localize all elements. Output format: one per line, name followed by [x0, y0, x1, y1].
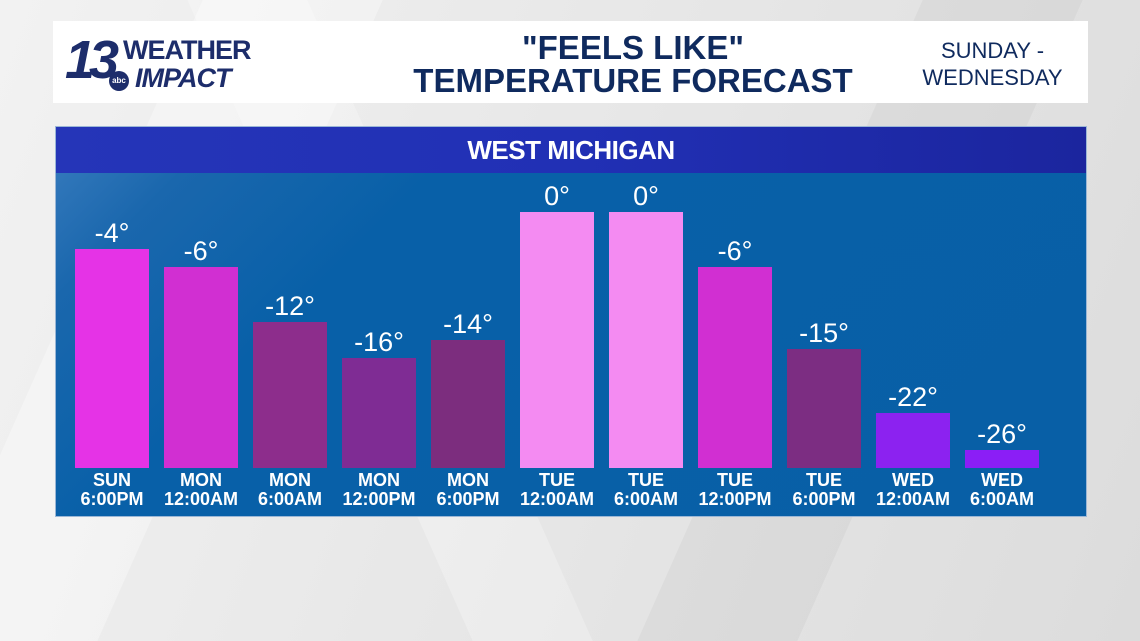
bar-6: [609, 212, 683, 468]
title-line-2: TEMPERATURE FORECAST: [413, 62, 853, 99]
abc-logo-icon: abc: [109, 71, 129, 91]
x-label-time: 12:00AM: [875, 489, 951, 509]
page-title: "FEELS LIKE" TEMPERATURE FORECAST: [353, 31, 913, 97]
station-logo: 13 abc WEATHER IMPACT: [65, 30, 295, 95]
logo-impact: IMPACT: [135, 63, 231, 93]
bar-3: [342, 358, 416, 468]
x-label-day: TUE: [806, 470, 842, 490]
bar-9: [876, 413, 950, 468]
bar-value-label: -6°: [183, 235, 219, 266]
x-label-time: 12:00AM: [519, 489, 595, 509]
x-label-time: 12:00PM: [698, 489, 772, 509]
bar-5: [520, 212, 594, 468]
bar-value-label: -12°: [265, 290, 315, 321]
x-axis-label: TUE 12:00AM: [507, 471, 607, 509]
x-axis-label: WED 6:00AM: [952, 471, 1052, 509]
region-title: WEST MICHIGAN: [56, 127, 1086, 173]
x-axis-label: MON 6:00AM: [240, 471, 340, 509]
x-axis-label: SUN 6:00PM: [62, 471, 162, 509]
x-label-day: SUN: [92, 470, 131, 490]
x-axis-label: TUE 6:00AM: [596, 471, 696, 509]
logo-weather: WEATHER: [123, 35, 251, 65]
x-axis-label: TUE 6:00PM: [774, 471, 874, 509]
bar-4: [431, 340, 505, 468]
x-label-day: WED: [892, 470, 934, 490]
logo-number: 13: [65, 30, 119, 90]
x-axis-label: MON 12:00AM: [151, 471, 251, 509]
x-label-time: 6:00AM: [257, 489, 323, 509]
x-label-day: MON: [447, 470, 489, 490]
x-label-day: MON: [269, 470, 311, 490]
x-label-time: 6:00PM: [80, 489, 144, 509]
x-label-day: TUE: [717, 470, 753, 490]
bar-1: [164, 266, 238, 468]
date-range-line-1: SUNDAY -: [940, 38, 1045, 63]
date-range-line-2: WEDNESDAY: [922, 65, 1063, 90]
bar-value-label: 0°: [544, 181, 570, 211]
bar-value-label: 0°: [633, 181, 659, 211]
header-banner: 13 abc WEATHER IMPACT "FEELS LIKE" TEMPE…: [53, 21, 1088, 103]
bar-value-label: -16°: [354, 327, 404, 358]
x-axis-label: MON 12:00PM: [329, 471, 429, 509]
x-label-time: 6:00PM: [436, 489, 500, 509]
x-label-day: MON: [180, 470, 222, 490]
x-label-time: 12:00AM: [163, 489, 239, 509]
bar-value-label: -14°: [443, 309, 493, 339]
title-line-1: "FEELS LIKE": [522, 29, 744, 66]
bar-7: [698, 266, 772, 468]
x-label-time: 12:00PM: [342, 489, 416, 509]
bar-value-label: -15°: [799, 318, 849, 349]
x-label-time: 6:00AM: [969, 489, 1035, 509]
bar-10: [965, 449, 1039, 468]
x-axis-label: WED 12:00AM: [863, 471, 963, 509]
x-label-day: WED: [981, 470, 1023, 490]
chart-panel: WEST MICHIGAN -4° SUN 6:00PM -6° MON 12:00AM -…: [55, 126, 1087, 517]
x-axis-label: TUE 12:00PM: [685, 471, 785, 509]
x-label-time: 6:00AM: [613, 489, 679, 509]
x-label-day: MON: [358, 470, 400, 490]
x-label-day: TUE: [628, 470, 664, 490]
bar-value-label: -26°: [977, 418, 1027, 449]
bar-value-label: -4°: [94, 217, 130, 248]
x-label-time: 6:00PM: [792, 489, 856, 509]
bar-value-label: -22°: [888, 382, 938, 413]
x-label-day: TUE: [539, 470, 575, 490]
x-axis-label: MON 6:00PM: [418, 471, 518, 509]
bar-2: [253, 321, 327, 468]
date-range: SUNDAY - WEDNESDAY: [905, 37, 1080, 91]
bar-8: [787, 349, 861, 468]
bar-value-label: -6°: [717, 235, 753, 266]
bar-0: [75, 248, 149, 468]
